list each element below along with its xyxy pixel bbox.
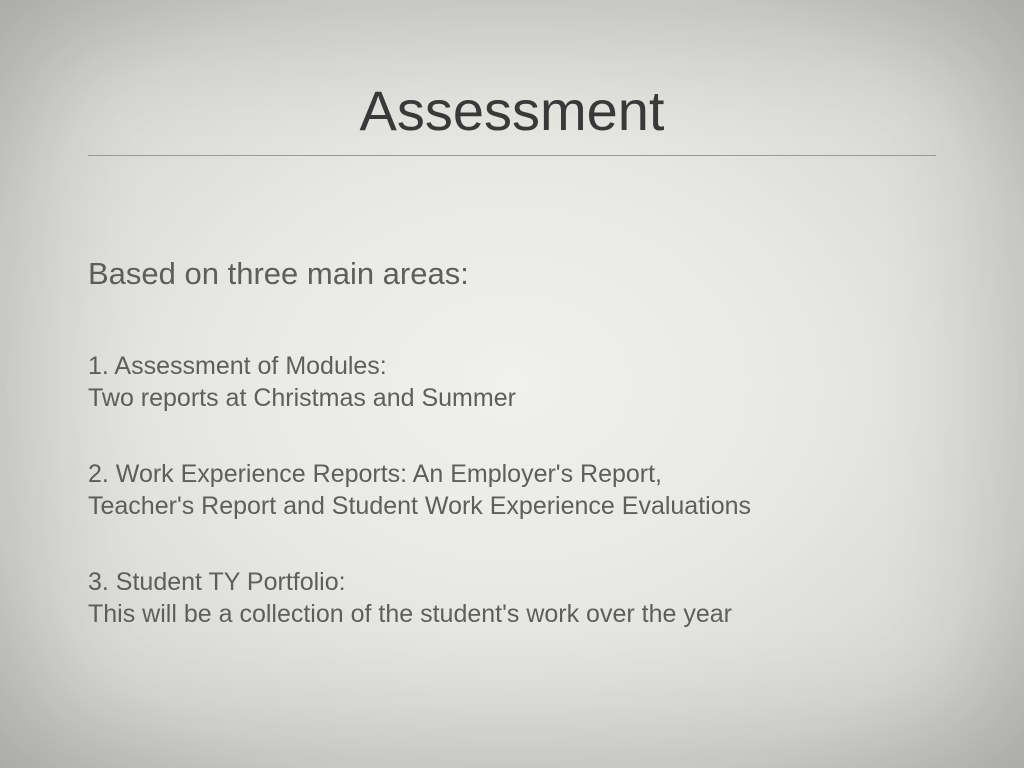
slide-container: Assessment Based on three main areas: 1.… bbox=[0, 0, 1024, 768]
list-item: 1. Assessment of Modules: Two reports at… bbox=[88, 350, 936, 414]
item-body: Two reports at Christmas and Summer bbox=[88, 382, 936, 414]
list-item: 3. Student TY Portfolio: This will be a … bbox=[88, 566, 936, 630]
intro-text: Based on three main areas: bbox=[88, 256, 936, 292]
item-heading: 1. Assessment of Modules: bbox=[88, 350, 936, 382]
list-item: 2. Work Experience Reports: An Employer'… bbox=[88, 458, 936, 522]
item-body: This will be a collection of the student… bbox=[88, 598, 936, 630]
item-heading: 3. Student TY Portfolio: bbox=[88, 566, 936, 598]
item-body: Teacher's Report and Student Work Experi… bbox=[88, 490, 936, 522]
slide-content: Based on three main areas: 1. Assessment… bbox=[0, 156, 1024, 630]
slide-title: Assessment bbox=[0, 0, 1024, 155]
item-heading: 2. Work Experience Reports: An Employer'… bbox=[88, 458, 936, 490]
